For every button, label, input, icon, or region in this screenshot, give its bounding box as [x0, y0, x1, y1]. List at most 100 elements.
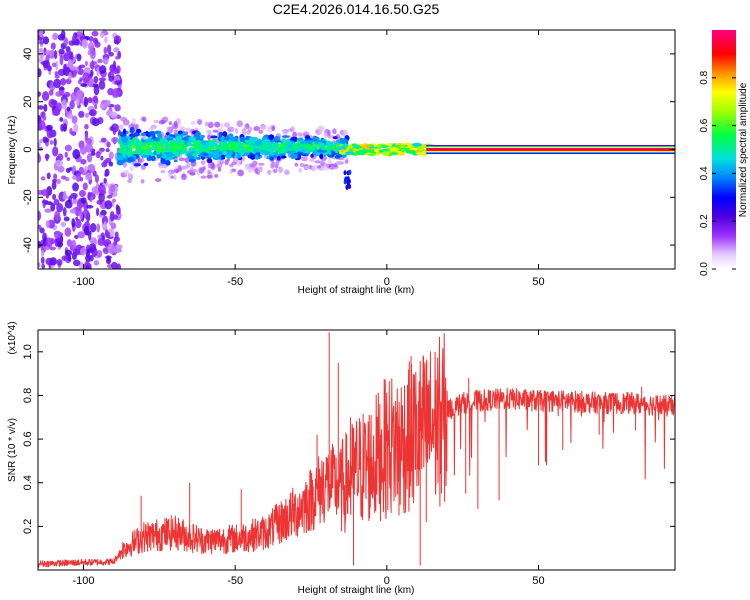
- heatmap-cell: [104, 200, 113, 210]
- y-tick-label: 1.0: [22, 344, 34, 359]
- heatmap-cell: [88, 243, 97, 252]
- heatmap-cell: [62, 207, 67, 217]
- heatmap-cell: [363, 144, 371, 148]
- heatmap-cell: [150, 124, 157, 129]
- heatmap-cell: [305, 135, 311, 140]
- heatmap-cell: [85, 172, 93, 181]
- heatmap-cell: [73, 123, 79, 134]
- heatmap-cell: [79, 209, 83, 220]
- heatmap-cell: [382, 151, 392, 155]
- heatmap-cell: [159, 138, 164, 145]
- heatmap-cell: [99, 65, 107, 74]
- heatmap-cell: [141, 139, 146, 143]
- heatmap-cell: [89, 61, 95, 69]
- heatmap-cell: [61, 175, 67, 180]
- heatmap-cell: [97, 234, 102, 239]
- heatmap-cell: [237, 143, 241, 148]
- snr-x-axis-label: Height of straight line (km): [298, 585, 415, 596]
- heatmap-cell: [123, 170, 130, 175]
- x-tick-label: 50: [532, 575, 544, 587]
- heatmap-cell: [262, 143, 266, 150]
- heatmap-cell: [173, 159, 178, 163]
- heatmap-cell: [222, 150, 228, 156]
- heatmap-cell: [135, 128, 142, 134]
- heatmap-cell: [83, 225, 90, 236]
- snr-y-ticks: 0.2 0.4 0.6 0.8 1.0: [22, 344, 675, 534]
- heatmap-cell: [144, 151, 151, 154]
- heatmap-cell: [137, 158, 143, 164]
- heatmap-cell: [416, 146, 425, 151]
- heatmap-cell: [71, 239, 77, 250]
- heatmap-cell: [98, 184, 106, 194]
- heatmap-cell: [197, 119, 203, 125]
- heatmap-cell: [327, 157, 332, 164]
- heatmap-cell: [60, 221, 67, 227]
- heatmap-cell: [53, 138, 57, 147]
- heatmap-cell: [381, 145, 390, 148]
- heatmap-cell: [95, 207, 100, 217]
- heatmap-cell: [343, 170, 347, 176]
- heatmap-cell: [344, 151, 355, 155]
- heatmap-cell: [56, 203, 64, 213]
- heatmap-cell: [286, 142, 294, 149]
- heatmap-cell: [110, 261, 118, 269]
- heatmap-cell: [114, 231, 119, 239]
- heatmap-cell: [158, 120, 165, 125]
- heatmap-cell: [190, 120, 197, 126]
- heatmap-cell: [114, 104, 121, 112]
- heatmap-cell: [165, 145, 172, 148]
- heatmap-cell: [274, 135, 279, 142]
- heatmap-cell: [180, 140, 185, 146]
- heatmap-cell: [254, 168, 259, 175]
- heatmap-cell: [94, 174, 100, 183]
- heatmap-cell: [226, 125, 230, 129]
- heatmap-cell: [353, 144, 361, 149]
- heatmap-cell: [212, 129, 219, 133]
- heatmap-cell: [284, 170, 289, 175]
- heatmap-cell: [48, 89, 54, 96]
- heatmap-cell: [245, 146, 253, 150]
- heatmap-cell: [348, 148, 354, 153]
- heatmap-cell: [168, 171, 172, 178]
- heatmap-cell: [245, 135, 250, 140]
- heatmap-cell: [66, 113, 74, 119]
- heatmap-cell: [103, 221, 107, 230]
- heatmap-cell: [207, 162, 213, 169]
- heatmap-cell: [140, 179, 145, 184]
- heatmap-cell: [178, 148, 183, 154]
- heatmap-cell: [106, 141, 111, 148]
- heatmap-cell: [224, 135, 230, 141]
- colorbar: 0.0 0.2 0.4 0.6 0.8 Normalized spectral ampl…: [699, 30, 749, 276]
- heatmap-cell: [206, 174, 213, 179]
- heatmap-cell: [54, 50, 58, 60]
- heatmap-cell: [63, 190, 67, 200]
- heatmap-cell: [229, 145, 237, 151]
- heatmap-cell: [164, 139, 169, 146]
- heatmap-cell: [103, 100, 111, 107]
- heatmap-cell: [129, 126, 135, 134]
- heatmap-cell: [56, 259, 63, 266]
- heatmap-cell: [271, 125, 276, 132]
- heatmap-cell: [38, 210, 42, 221]
- heatmap-cell: [41, 199, 49, 204]
- heatmap-cell: [98, 77, 107, 82]
- heatmap-cell: [107, 243, 116, 254]
- heatmap-cell: [188, 147, 195, 152]
- heatmap-cell: [170, 139, 179, 145]
- heatmap-cell: [216, 162, 223, 169]
- heatmap-cell: [52, 146, 59, 157]
- heatmap-cell: [87, 97, 93, 103]
- heatmap-cell: [101, 215, 109, 226]
- heatmap-cell: [61, 99, 68, 110]
- heatmap-cell: [66, 239, 73, 247]
- heatmap-cell: [328, 145, 337, 151]
- heatmap-cell: [281, 138, 286, 145]
- heatmap-cell: [272, 168, 278, 174]
- heatmap-cell: [41, 91, 50, 102]
- heatmap-cell: [38, 68, 42, 78]
- heatmap-cell: [63, 63, 67, 72]
- heatmap-cell: [46, 172, 51, 180]
- heatmap-cell: [86, 204, 94, 209]
- heatmap-cell: [66, 157, 71, 161]
- heatmap-cell: [247, 126, 253, 133]
